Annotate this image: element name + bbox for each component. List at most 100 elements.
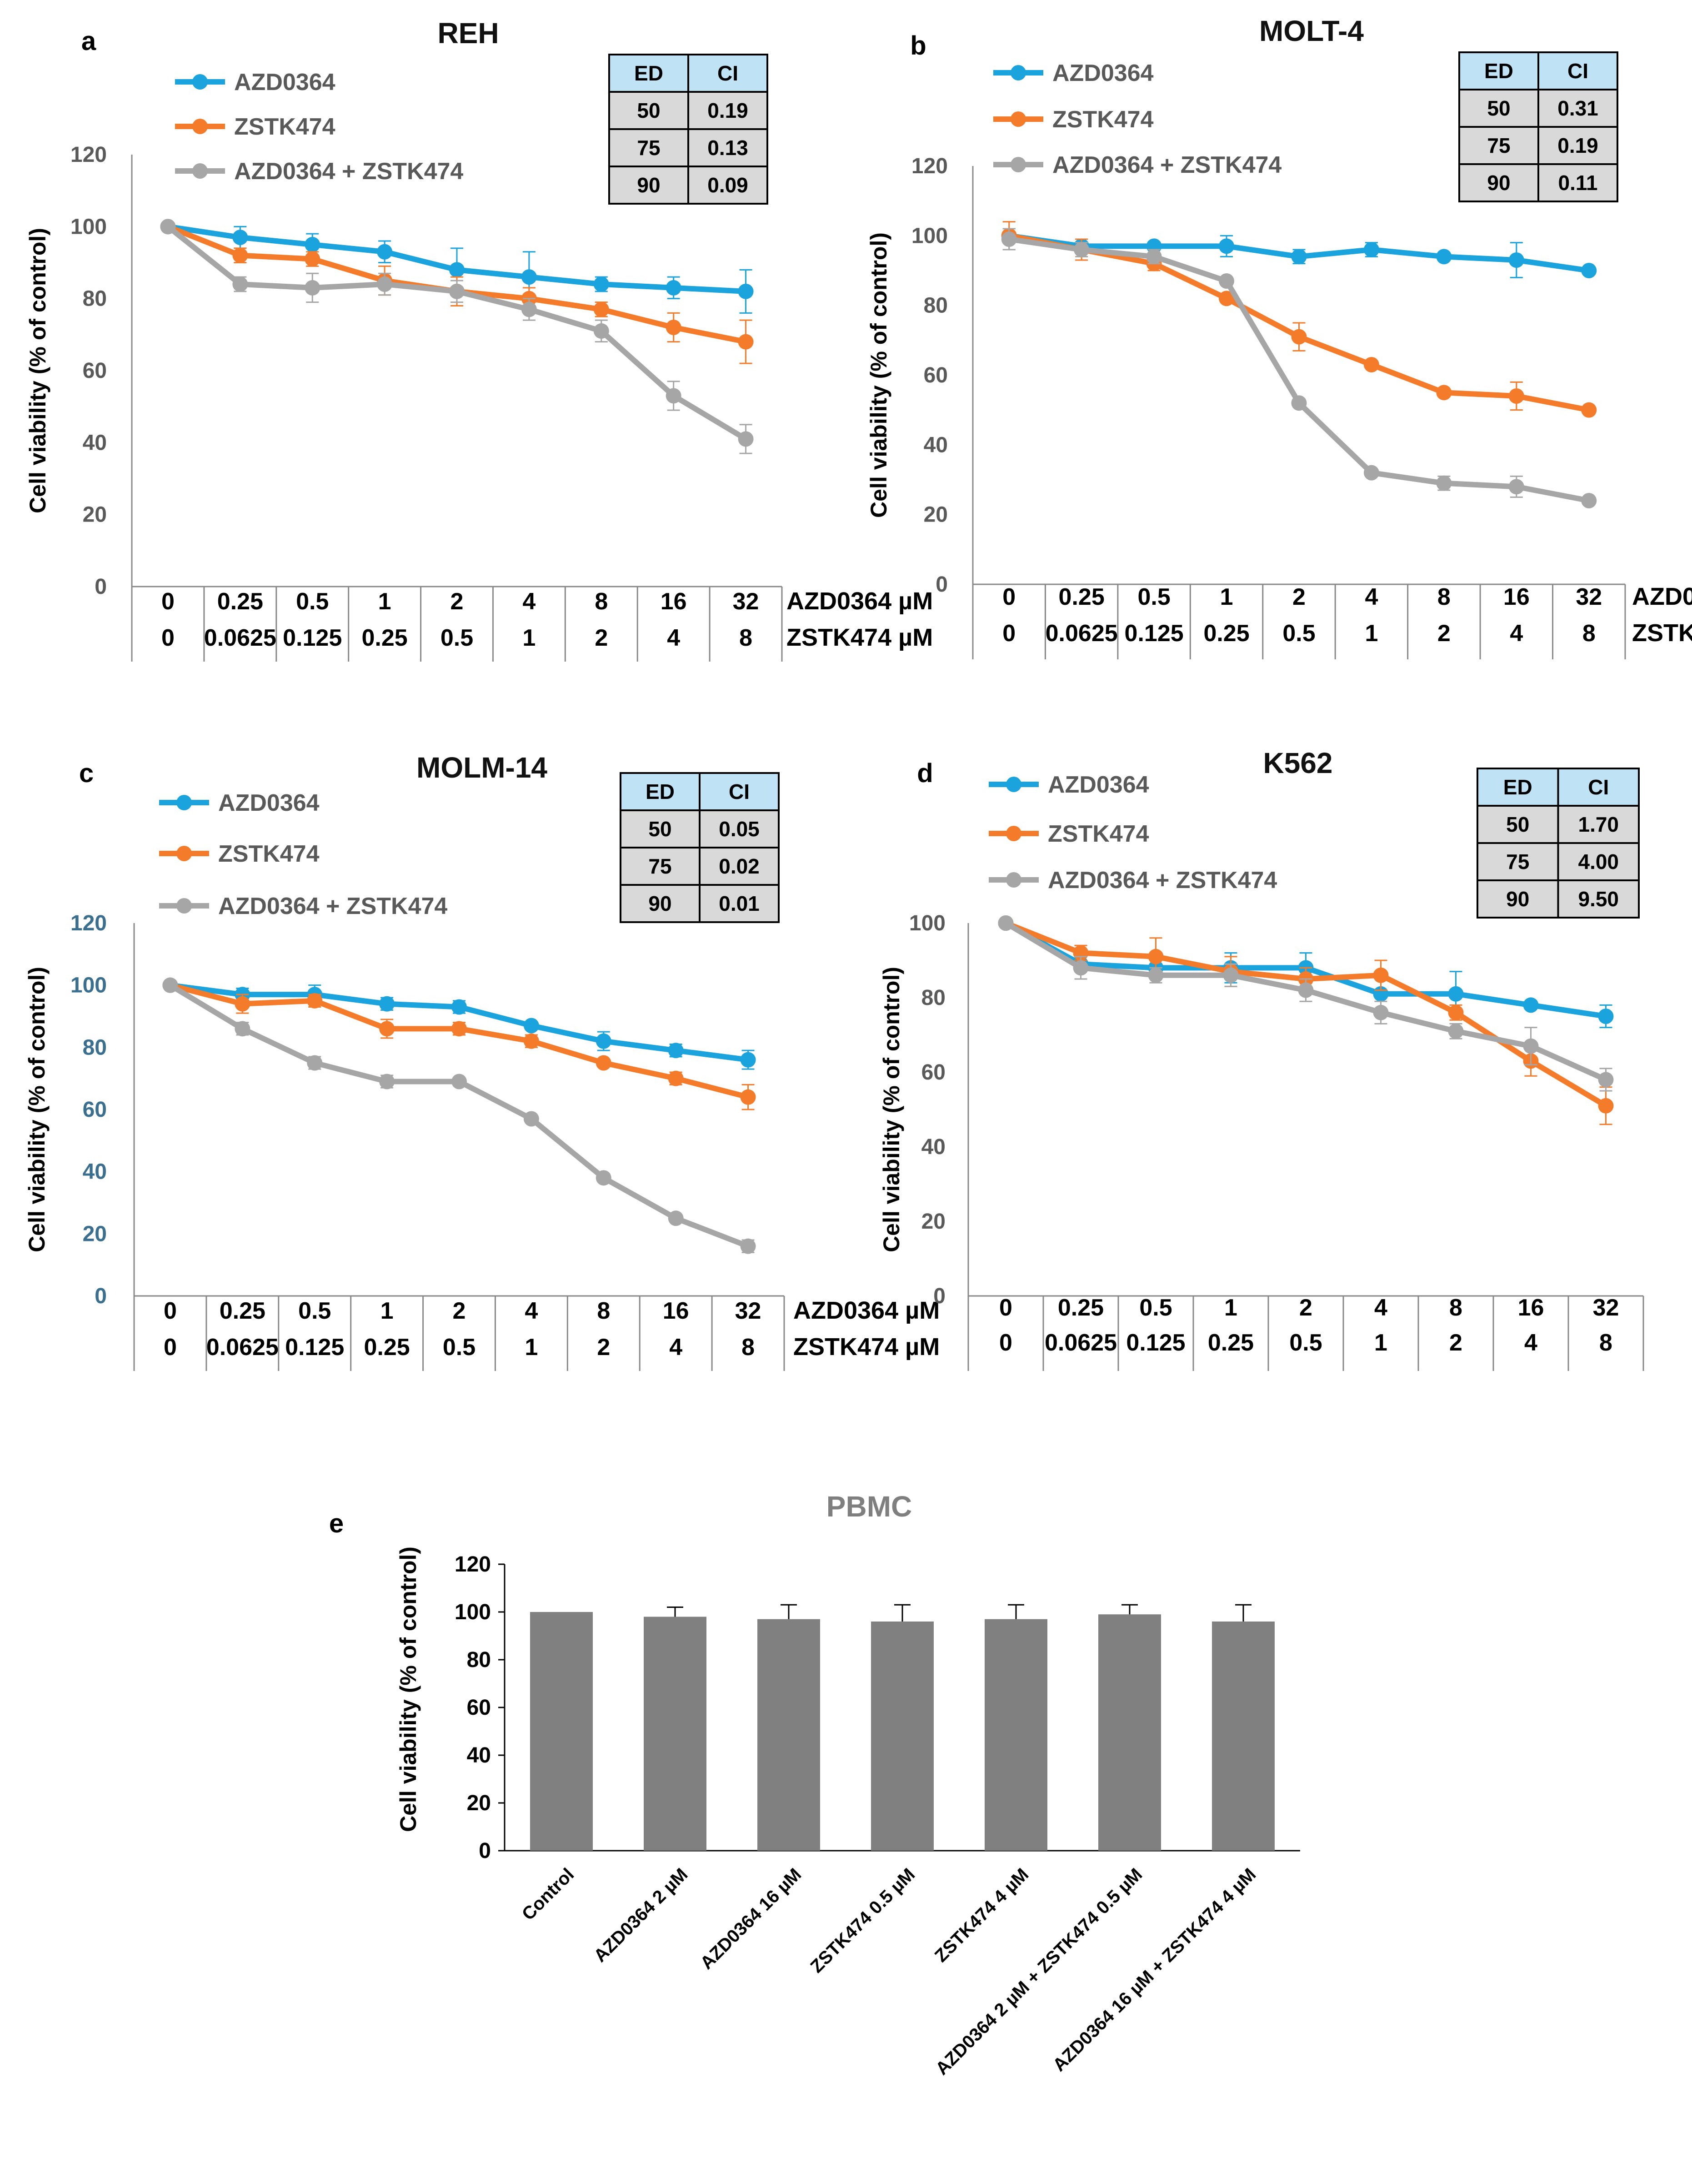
table-cell-text: 0.05 [719,817,760,841]
table-cell-text: 0.09 [707,173,748,197]
y-tick-label: 20 [83,503,107,527]
x-category-label: 0 [161,625,175,651]
y-axis-label: Cell viability (% of control) [866,232,891,518]
table-cell [608,128,689,167]
x-category-label: 1 [1220,584,1233,610]
data-point [379,996,395,1012]
data-point [1146,249,1162,265]
table-cell [1557,879,1640,919]
table-cell-text: 75 [1487,134,1510,157]
table-cell-text: 75 [637,136,660,160]
legend-label: ZSTK474 [1052,106,1154,133]
x-category-label: 4 [1374,1295,1387,1321]
data-point [1074,242,1090,257]
x-category-label: 2 [451,588,464,615]
data-point [305,251,320,267]
y-tick-label: 0 [95,575,107,599]
legend-marker [1006,826,1021,841]
y-tick-label: 100 [455,1600,491,1624]
chart-title: MOLT-4 [1259,15,1364,47]
data-point [1298,982,1314,998]
table-cell-text: 90 [637,173,660,197]
x-category-label: 32 [735,1298,761,1324]
y-tick-label: 40 [83,431,107,455]
data-point [738,334,754,350]
y-tick-label: 0 [479,1839,491,1863]
series-line-3 [1008,236,1590,503]
y-tick-label: 80 [83,1035,107,1059]
table-cell [687,128,768,167]
y-tick-label: 40 [83,1160,107,1184]
data-point [379,1074,395,1089]
y-tick-label: 100 [70,215,107,239]
table-cell-text: 1.70 [1578,813,1619,836]
x-category-label: 8 [741,1334,755,1361]
data-point [1508,388,1524,404]
data-point [1219,238,1235,254]
table-cell [1458,126,1539,165]
x-category-label: 0.0625 [1045,1330,1117,1356]
legend-label: AZD0364 [1048,772,1149,798]
table-cell-text: 9.50 [1578,887,1619,911]
table-header-text: ED [646,780,675,803]
data-point [1363,242,1379,257]
data-point [596,1055,611,1071]
data-point [1363,465,1379,481]
x-category-label: 4 [1524,1330,1537,1356]
data-point [1219,291,1235,306]
x-row-label: ZSTK474 µM [793,1333,940,1361]
x-category-label: 0 [164,1334,177,1361]
table-cell [1557,805,1640,844]
x-category-label: 0.5 [296,588,329,615]
data-point [1223,967,1239,983]
x-category-label: 2 [453,1298,466,1324]
x-category-label: 8 [597,1298,610,1324]
x-category-label: 16 [661,588,687,615]
x-category-label: 32 [1576,584,1602,610]
data-point [596,1170,611,1186]
legend-marker [1011,157,1026,172]
x-category-label: 0 [161,588,175,615]
data-point [740,1089,756,1105]
y-tick-label: 80 [921,986,946,1010]
x-category-label: 2 [1292,584,1306,610]
chart-title: REH [437,17,499,50]
panel-letter: c [79,758,94,788]
data-point [998,915,1014,931]
legend-label: AZD0364 [234,69,335,95]
x-category-label: 0.5 [443,1334,476,1361]
data-point [1523,997,1539,1013]
x-category-label: 8 [1437,584,1451,610]
legend-label: ZSTK474 [1048,821,1149,847]
data-point [523,1033,539,1049]
data-point [1373,1004,1389,1020]
data-point [1581,263,1597,278]
panel-letter: e [329,1509,344,1538]
y-tick-label: 60 [467,1696,491,1720]
x-category-label: 8 [739,625,752,651]
y-tick-label: 60 [83,359,107,383]
data-point [235,996,250,1012]
panel-letter: a [81,26,96,56]
table-cell [699,809,780,848]
x-row-label: AZD0364 µM [1632,583,1692,610]
x-category-label: 4 [669,1334,682,1361]
data-point [377,276,393,292]
table-cell-text: 50 [648,817,671,841]
y-axis-label: Cell viability (% of control) [395,1546,421,1832]
data-point [1436,249,1452,265]
table-cell-text: 50 [637,99,660,122]
data-point [377,244,393,260]
y-tick-label: 100 [70,974,107,998]
legend-label: AZD0364 + ZSTK474 [218,893,447,919]
data-point [740,1052,756,1068]
table-cell [1477,805,1559,844]
x-category-label: 16 [1503,584,1530,610]
table-cell [1537,126,1618,165]
y-tick-label: 20 [467,1791,491,1815]
legend-marker [192,74,208,90]
table-cell [687,166,768,205]
x-category-label: AZD0364 2 µM [590,1864,691,1966]
